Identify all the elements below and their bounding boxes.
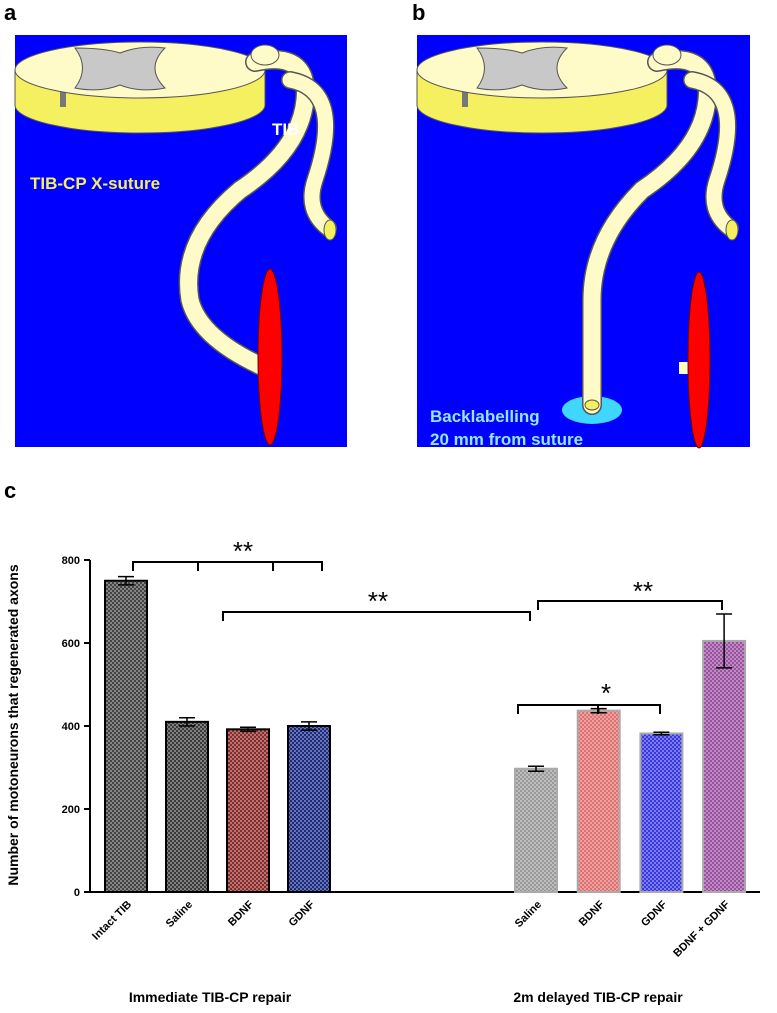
x-tick-label: BDNF	[577, 898, 607, 928]
y-tick-label: 0	[74, 887, 80, 899]
error-bar	[118, 575, 134, 586]
diagram-b: Backlabelling 20 mm from suture	[416, 35, 750, 449]
error-bar	[653, 731, 670, 736]
error-bar	[179, 716, 195, 727]
diagram-a: TIB TIB-CP X-suture	[14, 35, 347, 447]
bar-texture	[167, 722, 207, 891]
x-tick-label: Saline	[513, 899, 544, 930]
bar-texture	[578, 711, 619, 891]
group-label: 2m delayed TIB-CP repair	[513, 989, 683, 1005]
bar-texture	[106, 581, 146, 891]
nerve-label: TIB	[272, 120, 299, 139]
suture-label: TIB-CP X-suture	[30, 174, 160, 193]
significance-label: **	[233, 536, 253, 566]
significance-bracket	[517, 704, 661, 714]
y-tick-label: 200	[62, 804, 80, 816]
significance-bracket	[222, 611, 531, 621]
x-tick-label: BDNF + GDNF	[671, 898, 732, 959]
error-bar	[716, 613, 733, 669]
y-axis-label: Number of motoneurons that regenerated a…	[5, 564, 21, 885]
y-tick-label: 800	[62, 555, 80, 567]
backlabel-text: 20 mm from suture	[430, 430, 583, 449]
significance-label: **	[368, 586, 388, 616]
significance-bracket	[132, 561, 323, 571]
y-tick-label: 400	[62, 721, 80, 733]
x-tick-label: Intact TIB	[90, 899, 134, 943]
group-label: Immediate TIB-CP repair	[129, 989, 292, 1005]
bar-chart: 0 200 400 600 800 Number of motoneurons that …	[5, 536, 760, 1005]
panel-label: c	[4, 478, 16, 503]
x-tick-label: Saline	[164, 899, 195, 930]
error-bar	[301, 721, 317, 731]
significance-label: **	[633, 576, 653, 606]
bar-texture	[228, 730, 268, 891]
significance-label: *	[601, 678, 611, 708]
error-bar	[240, 726, 256, 733]
x-tick-label: GDNF	[287, 898, 318, 929]
significance-bracket	[537, 600, 723, 610]
panel-label: b	[412, 0, 425, 25]
bar-texture	[516, 769, 556, 891]
panel-label: a	[4, 0, 17, 25]
backlabel-text: Backlabelling	[430, 407, 540, 426]
bar-texture	[704, 641, 745, 891]
x-tick-label: GDNF	[639, 898, 670, 929]
bar-texture	[641, 734, 682, 891]
y-tick-label: 600	[62, 638, 80, 650]
error-bar	[528, 765, 544, 772]
bar-texture	[289, 727, 329, 891]
x-tick-label: BDNF	[226, 898, 256, 928]
